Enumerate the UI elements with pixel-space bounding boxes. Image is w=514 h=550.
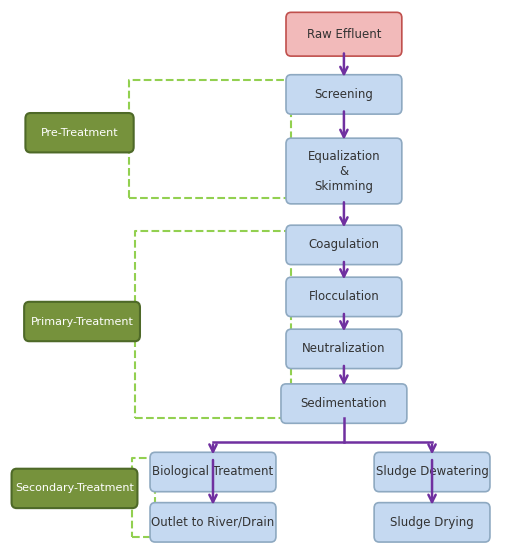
Text: Coagulation: Coagulation bbox=[308, 238, 379, 251]
Text: Sludge Drying: Sludge Drying bbox=[390, 516, 474, 529]
Text: Primary-Treatment: Primary-Treatment bbox=[31, 316, 134, 327]
Text: Flocculation: Flocculation bbox=[308, 290, 379, 304]
FancyBboxPatch shape bbox=[374, 452, 490, 492]
FancyBboxPatch shape bbox=[286, 138, 402, 204]
FancyBboxPatch shape bbox=[374, 503, 490, 542]
Text: Sludge Dewatering: Sludge Dewatering bbox=[376, 465, 488, 478]
Text: Neutralization: Neutralization bbox=[302, 342, 386, 355]
Text: Outlet to River/Drain: Outlet to River/Drain bbox=[151, 516, 274, 529]
Text: Raw Effluent: Raw Effluent bbox=[307, 28, 381, 41]
Text: Biological Treatment: Biological Treatment bbox=[152, 465, 273, 478]
FancyBboxPatch shape bbox=[24, 302, 140, 341]
FancyBboxPatch shape bbox=[286, 12, 402, 56]
Text: Screening: Screening bbox=[315, 88, 373, 101]
FancyBboxPatch shape bbox=[25, 113, 134, 152]
FancyBboxPatch shape bbox=[286, 225, 402, 265]
FancyBboxPatch shape bbox=[150, 452, 276, 492]
FancyBboxPatch shape bbox=[286, 277, 402, 317]
FancyBboxPatch shape bbox=[281, 384, 407, 424]
Text: Sedimentation: Sedimentation bbox=[301, 397, 387, 410]
FancyBboxPatch shape bbox=[150, 503, 276, 542]
FancyBboxPatch shape bbox=[286, 75, 402, 114]
FancyBboxPatch shape bbox=[286, 329, 402, 368]
FancyBboxPatch shape bbox=[11, 469, 137, 508]
Text: Equalization
&
Skimming: Equalization & Skimming bbox=[307, 150, 380, 192]
Text: Pre-Treatment: Pre-Treatment bbox=[41, 128, 118, 138]
Text: Secondary-Treatment: Secondary-Treatment bbox=[15, 483, 134, 493]
